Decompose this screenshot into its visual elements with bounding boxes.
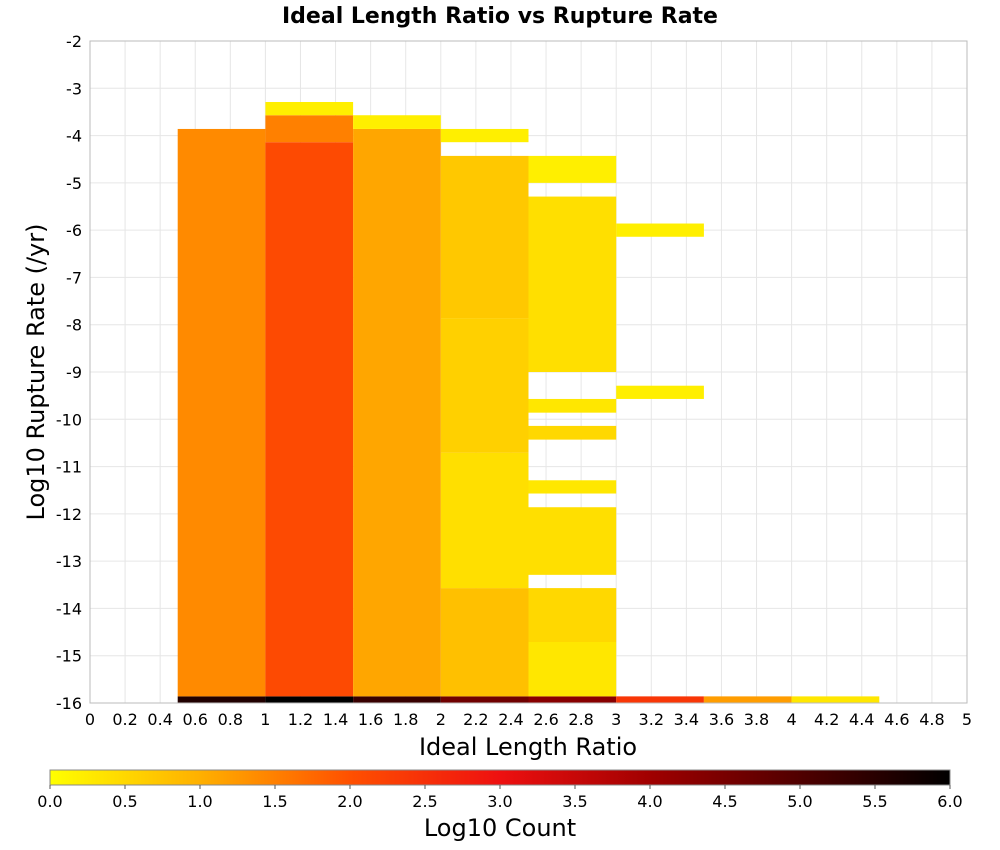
x-tick-label: 1.6 bbox=[358, 710, 383, 729]
y-tick-label: -5 bbox=[66, 174, 82, 193]
heatmap-cell bbox=[528, 398, 617, 413]
colorbar-tick-label: 4.0 bbox=[637, 792, 662, 811]
x-tick-label: 1 bbox=[260, 710, 270, 729]
heatmap-cell bbox=[353, 696, 441, 703]
colorbar-tick-label: 0.5 bbox=[112, 792, 137, 811]
colorbar-label: Log10 Count bbox=[424, 814, 576, 842]
heatmap-cell bbox=[177, 128, 266, 697]
x-tick-label: 0 bbox=[85, 710, 95, 729]
colorbar bbox=[49, 769, 951, 786]
heatmap-cell bbox=[528, 696, 617, 703]
x-tick-label: 2.6 bbox=[533, 710, 558, 729]
colorbar-tick-label: 5.0 bbox=[787, 792, 812, 811]
x-tick-label: 4.2 bbox=[814, 710, 839, 729]
heatmap-cell bbox=[791, 696, 880, 703]
colorbar-tick-label: 4.5 bbox=[712, 792, 737, 811]
y-tick-label: -10 bbox=[56, 410, 82, 429]
heatmap-cell bbox=[265, 142, 354, 697]
y-tick-label: -7 bbox=[66, 268, 82, 287]
plot-frame bbox=[89, 40, 968, 704]
heatmap-cell bbox=[528, 480, 617, 494]
colorbar-ticks: 0.0 0.5 1.0 1.5 2.0 2.5 3.0 3.5 4.0 4.5 5.0 5.5 6.0 bbox=[37, 785, 963, 811]
x-tick-label: 1.2 bbox=[288, 710, 313, 729]
heatmap-cell bbox=[528, 642, 617, 697]
colorbar-tick-label: 3.5 bbox=[562, 792, 587, 811]
x-axis-label: Ideal Length Ratio bbox=[419, 733, 637, 761]
x-tick-label: 1.8 bbox=[393, 710, 418, 729]
x-tick-label: 3 bbox=[611, 710, 621, 729]
heatmap-cell bbox=[528, 196, 617, 372]
y-tick-label: -13 bbox=[56, 552, 82, 571]
colorbar-tick-label: 1.0 bbox=[187, 792, 212, 811]
y-tick-label: -4 bbox=[66, 127, 82, 146]
x-tick-label: 4.8 bbox=[919, 710, 944, 729]
colorbar-tick-label: 5.5 bbox=[862, 792, 887, 811]
y-tick-label: -14 bbox=[56, 599, 82, 618]
x-tick-label: 4 bbox=[787, 710, 797, 729]
y-tick-label: -3 bbox=[66, 79, 82, 98]
heatmap-cell bbox=[353, 128, 441, 697]
x-tick-label: 0.8 bbox=[218, 710, 243, 729]
heatmap-cells bbox=[177, 101, 880, 703]
chart-title: Ideal Length Ratio vs Rupture Rate bbox=[282, 4, 718, 29]
heatmap-cell bbox=[177, 696, 266, 703]
x-axis-ticks: 0 0.2 0.4 0.6 0.8 1 1.2 1.4 1.6 1.8 2 2.2 2.4 2.6 2.8 3… bbox=[85, 710, 972, 729]
heatmap-cell bbox=[440, 452, 529, 589]
y-tick-label: -2 bbox=[66, 32, 82, 51]
colorbar-tick-label: 6.0 bbox=[937, 792, 962, 811]
y-axis-ticks: -2 -3 -4 -5 -6 -7 -8 -9 -10 -11 -12 -13 -14 -15 -16 bbox=[56, 32, 82, 713]
y-tick-label: -16 bbox=[56, 694, 82, 713]
x-tick-label: 4.4 bbox=[849, 710, 874, 729]
heatmap-cell bbox=[440, 318, 529, 453]
x-tick-label: 2.4 bbox=[498, 710, 523, 729]
x-tick-label: 3.8 bbox=[744, 710, 769, 729]
heatmap-cell bbox=[616, 385, 704, 399]
x-tick-label: 0.4 bbox=[147, 710, 172, 729]
y-tick-label: -11 bbox=[56, 458, 82, 477]
colorbar-tick-label: 1.5 bbox=[262, 792, 287, 811]
x-tick-label: 3.6 bbox=[709, 710, 734, 729]
x-tick-label: 3.2 bbox=[639, 710, 664, 729]
heatmap-cell bbox=[265, 101, 354, 116]
x-tick-label: 2.8 bbox=[568, 710, 593, 729]
heatmap-cell bbox=[528, 507, 617, 575]
x-tick-label: 4.6 bbox=[884, 710, 909, 729]
x-tick-label: 5 bbox=[962, 710, 972, 729]
heatmap-cell bbox=[616, 696, 704, 703]
heatmap-cell bbox=[703, 696, 792, 703]
colorbar-tick-label: 3.0 bbox=[487, 792, 512, 811]
heatmap-cell bbox=[353, 115, 441, 129]
heatmap-cell bbox=[528, 588, 617, 643]
y-tick-label: -8 bbox=[66, 316, 82, 335]
heatmap-cell bbox=[528, 425, 617, 440]
x-tick-label: 2.2 bbox=[463, 710, 488, 729]
y-axis-label: Log10 Rupture Rate (/yr) bbox=[22, 224, 50, 521]
colorbar-tick-label: 2.5 bbox=[412, 792, 437, 811]
x-tick-label: 0.2 bbox=[112, 710, 137, 729]
heatmap-cell bbox=[440, 128, 529, 143]
heatmap-cell bbox=[440, 588, 529, 697]
x-tick-label: 3.4 bbox=[674, 710, 699, 729]
heatmap-cell bbox=[616, 223, 704, 237]
x-tick-label: 0.6 bbox=[183, 710, 208, 729]
heatmap-cell bbox=[265, 115, 354, 143]
heatmap-cell bbox=[440, 696, 529, 703]
y-tick-label: -6 bbox=[66, 221, 82, 240]
x-tick-label: 1.4 bbox=[323, 710, 348, 729]
heatmap-cell bbox=[528, 155, 617, 183]
y-tick-label: -15 bbox=[56, 647, 82, 666]
y-tick-label: -9 bbox=[66, 363, 82, 382]
heatmap-cell bbox=[265, 696, 354, 703]
colorbar-tick-label: 2.0 bbox=[337, 792, 362, 811]
colorbar-tick-label: 0.0 bbox=[37, 792, 62, 811]
heatmap-cell bbox=[440, 155, 529, 319]
y-tick-label: -12 bbox=[56, 505, 82, 524]
x-tick-label: 2 bbox=[436, 710, 446, 729]
